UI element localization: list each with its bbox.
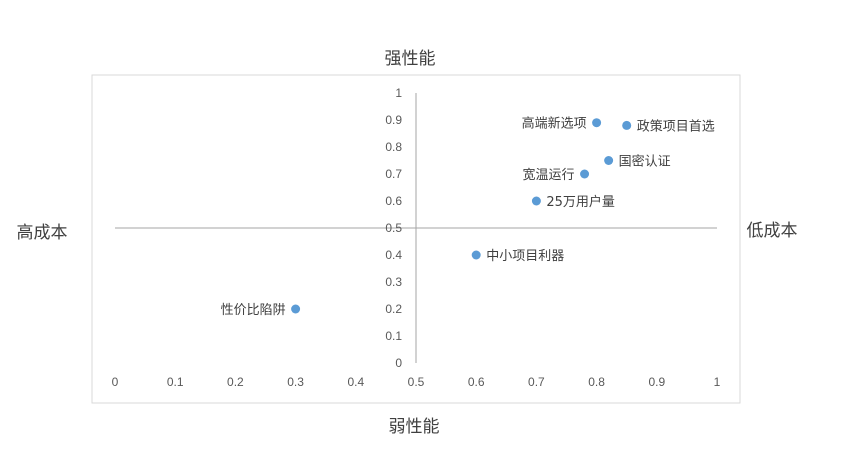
y-tick-label: 0.8 xyxy=(385,140,402,154)
x-tick-label: 0.4 xyxy=(347,375,364,389)
data-point-label: 25万用户量 xyxy=(546,194,615,210)
y-tick-label: 0.9 xyxy=(385,113,402,127)
x-tick-label: 0.7 xyxy=(528,375,545,389)
data-point xyxy=(592,118,602,128)
quadrant-label-left: 高成本 xyxy=(17,223,68,243)
data-point-label: 高端新选项 xyxy=(522,116,587,132)
y-tick-label: 0 xyxy=(395,356,402,370)
data-point xyxy=(622,120,632,130)
quadrant-label-top: 强性能 xyxy=(385,49,436,69)
x-tick-label: 0.9 xyxy=(648,375,665,389)
y-tick-label: 0.5 xyxy=(385,221,402,235)
data-point-label: 宽温运行 xyxy=(523,167,575,183)
x-tick-label: 0.2 xyxy=(227,375,244,389)
x-tick-label: 0 xyxy=(112,375,119,389)
y-tick-label: 1 xyxy=(395,86,402,100)
data-point xyxy=(291,304,301,314)
y-tick-label: 0.1 xyxy=(385,329,402,343)
data-point-label: 中小项目利器 xyxy=(486,249,564,264)
data-point-label: 性价比陷阱 xyxy=(221,303,286,318)
x-tick-label: 0.8 xyxy=(588,375,605,389)
plot-frame xyxy=(91,74,741,404)
data-point-label: 国密认证 xyxy=(619,154,671,170)
quadrant-label-bottom: 弱性能 xyxy=(389,417,440,437)
y-tick-label: 0.2 xyxy=(385,302,402,316)
y-tick-label: 0.7 xyxy=(385,167,402,181)
data-point xyxy=(471,250,481,260)
y-tick-label: 0.4 xyxy=(385,248,402,262)
y-tick-label: 0.3 xyxy=(385,275,402,289)
x-tick-label: 0.1 xyxy=(167,375,184,389)
data-point xyxy=(580,169,590,179)
data-point xyxy=(531,196,541,206)
x-tick-label: 0.3 xyxy=(287,375,304,389)
data-point-label: 政策项目首选 xyxy=(637,118,715,134)
x-tick-label: 0.5 xyxy=(408,375,425,389)
x-tick-label: 0.6 xyxy=(468,375,485,389)
quadrant-label-right: 低成本 xyxy=(747,221,798,241)
x-tick-label: 1 xyxy=(714,375,721,389)
y-tick-label: 0.6 xyxy=(385,194,402,208)
data-point xyxy=(604,156,614,165)
